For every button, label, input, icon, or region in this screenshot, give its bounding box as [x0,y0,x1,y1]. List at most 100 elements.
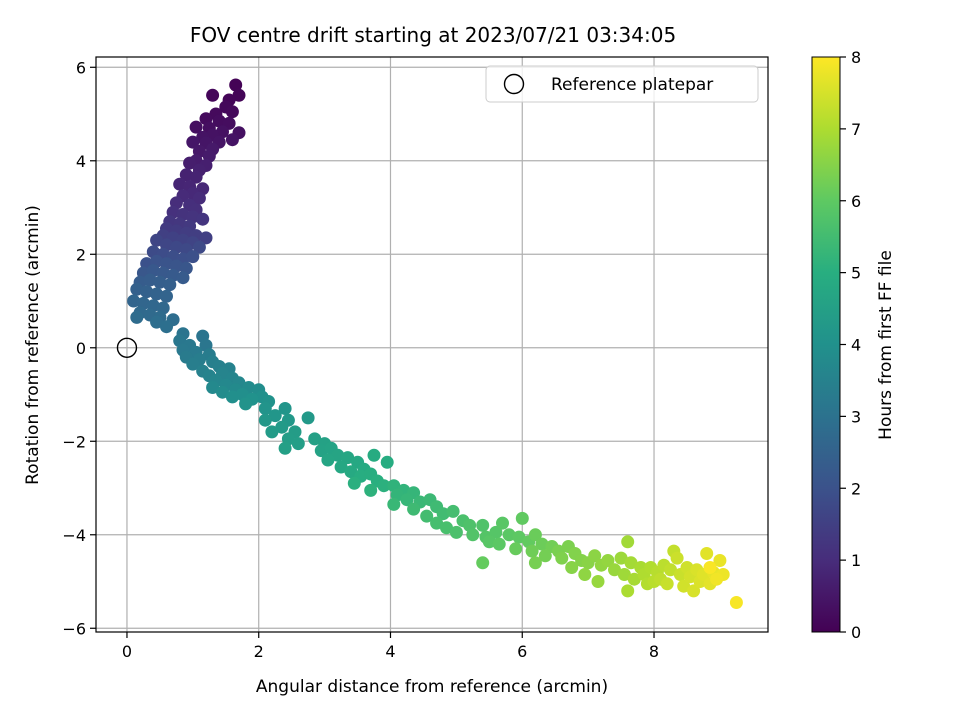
data-point [700,547,714,560]
data-point [216,385,229,399]
data-point [173,177,187,191]
data-point [150,315,164,329]
reference-marker-group [116,337,138,358]
data-point [377,479,391,493]
data-point [621,584,635,598]
data-point [212,114,226,128]
data-point [591,575,605,588]
data-point [387,497,401,511]
data-point [617,568,631,581]
data-point [268,409,282,423]
data-point [225,133,239,147]
data-point [555,551,569,565]
data-point [660,577,674,591]
data-point [528,528,542,542]
data-point [150,233,164,247]
data-point [239,397,253,411]
data-point [528,556,542,570]
data-point [216,125,229,139]
y-tick-label: −4 [62,526,86,545]
reference-platepar-marker [116,337,138,358]
colorbar: 0 1 2 3 4 5 6 7 8 Hours from first FF file [811,48,896,642]
y-axis-ticks: −6 −4 −2 0 2 4 6 [62,58,96,638]
data-point [199,231,213,245]
data-point [664,563,677,577]
data-point [150,287,164,301]
data-point [525,544,539,558]
data-point [153,275,167,289]
data-point [588,549,602,563]
colorbar-gradient [812,57,840,632]
data-point [489,525,503,539]
data-point [206,381,220,394]
data-point [179,168,193,182]
data-point [301,411,315,425]
data-point [624,556,638,570]
data-point [364,483,378,497]
data-point [729,596,743,609]
data-point [275,420,289,434]
data-point [183,156,197,170]
data-point [344,465,358,479]
data-point [430,516,444,530]
data-point [446,504,460,518]
x-tick-label: 4 [385,642,395,661]
data-point [380,455,394,469]
data-point [703,561,717,574]
x-axis-ticks: 0 2 4 6 8 [122,632,659,661]
data-point [308,432,322,446]
data-point [436,507,450,521]
data-point [321,453,335,467]
scatter-points [127,78,743,609]
data-point [278,402,292,415]
data-point [496,516,509,530]
data-point [143,273,157,287]
data-point [130,282,144,296]
data-point [225,105,239,119]
data-point [206,88,220,102]
data-point [509,542,523,556]
colorbar-tick-label: 7 [851,120,861,139]
data-point [291,437,305,451]
plot-frame [95,56,769,633]
data-point [476,556,490,570]
x-tick-label: 8 [649,642,659,661]
x-tick-label: 6 [517,642,527,661]
legend-box [485,65,759,103]
data-point [565,561,579,574]
data-point [229,78,243,92]
data-point [466,528,480,542]
x-tick-label: 0 [122,642,132,661]
data-point [225,390,239,404]
colorbar-tick-label: 5 [851,264,861,283]
data-point [186,250,200,264]
colorbar-tick-label: 6 [851,192,861,211]
data-point [449,525,463,539]
plot-area: 0 2 4 6 8 −6 −4 −2 0 2 4 6 [62,56,769,661]
data-point [687,584,701,598]
data-point [334,460,348,474]
legend: Reference platepar [485,65,759,103]
data-point [232,88,246,102]
data-point [400,493,414,507]
data-point [535,537,549,551]
colorbar-tick-label: 2 [851,479,861,498]
data-point [347,476,361,490]
y-tick-label: 6 [76,58,86,77]
colorbar-tick-label: 3 [851,407,861,426]
data-point [314,444,328,458]
data-point [186,357,200,371]
data-point [608,563,621,577]
colorbar-tick-label: 0 [851,623,861,642]
chart-title: FOV centre drift starting at 2023/07/21 … [190,23,676,47]
data-point [189,120,203,134]
data-point [492,537,506,551]
data-point [160,289,173,303]
data-point [341,451,355,465]
data-point [140,285,154,299]
data-point [192,240,206,254]
x-axis-label: Angular distance from reference (arcmin) [256,677,608,697]
data-point [130,310,144,324]
data-point [258,413,272,427]
